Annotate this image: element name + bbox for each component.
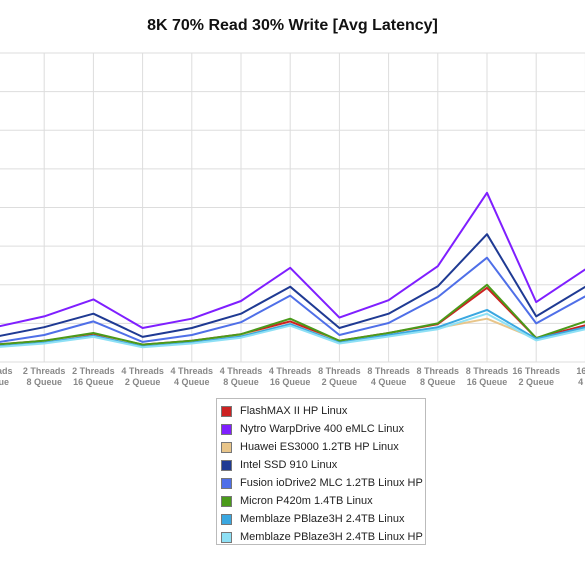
series-line-1 [0,286,585,346]
x-tick-label-threads: 16 Threads [512,366,560,376]
series-line-8 [0,312,585,349]
legend-item: Memblaze PBlaze3H 2.4TB Linux HP [221,528,425,546]
x-tick-label-queue: 16 Queue [270,377,311,387]
legend-item: Micron P420m 1.4TB Linux [221,492,425,510]
x-tick-label-queue: Queue [0,377,9,387]
legend-label: Intel SSD 910 Linux [240,459,338,471]
legend-item: Intel SSD 910 Linux [221,456,425,474]
x-tick-label-queue: 16 Queue [73,377,114,387]
x-tick-label-threads: 2 Threads [72,366,115,376]
series-line-4 [0,233,585,338]
legend-label: FlashMAX II HP Linux [240,405,348,417]
legend-label: Memblaze PBlaze3H 2.4TB Linux [240,513,405,525]
legend-item: Memblaze PBlaze3H 2.4TB Linux [221,510,425,528]
x-tick-label-queue: 4 Q [578,377,585,387]
x-tick-label-queue: 2 Queue [322,377,358,387]
x-tick-label-queue: 4 Queue [371,377,407,387]
legend-swatch [221,423,232,435]
x-tick-label-threads: 4 Threads [220,366,263,376]
x-tick-label-threads: 4 Threads [269,366,312,376]
chart-series-lines [0,191,585,349]
legend-swatch [221,513,232,525]
x-tick-label-threads: 4 Threads [121,366,164,376]
x-tick-label-threads: 2 Threads [23,366,66,376]
x-tick-label-threads: 4 Threads [171,366,214,376]
legend-label: Memblaze PBlaze3H 2.4TB Linux HP [240,531,423,543]
x-tick-label-queue: 4 Queue [174,377,210,387]
x-tick-label-threads: Threads [0,366,13,376]
legend-item: FlashMAX II HP Linux [221,402,425,420]
legend-swatch [221,459,232,471]
legend-swatch [221,531,232,543]
series-line-6 [0,283,585,346]
x-tick-label-queue: 2 Queue [518,377,554,387]
series-line-2 [0,191,585,329]
series-line-5 [0,256,585,343]
x-tick-label-queue: 8 Queue [26,377,62,387]
legend-item: Huawei ES3000 1.2TB HP Linux [221,438,425,456]
legend-swatch [221,477,232,489]
x-tick-label-threads: 16 T [576,366,585,376]
series-line-7 [0,308,585,348]
legend-swatch [221,441,232,453]
chart-legend: FlashMAX II HP Linux Nytro WarpDrive 400 … [216,398,426,545]
x-tick-label-queue: 8 Queue [420,377,456,387]
legend-swatch [221,495,232,507]
legend-item: Nytro WarpDrive 400 eMLC Linux [221,420,425,438]
x-tick-label-threads: 8 Threads [367,366,410,376]
legend-label: Huawei ES3000 1.2TB HP Linux [240,441,399,453]
chart-title: 8K 70% Read 30% Write [Avg Latency] [147,17,438,34]
x-tick-label-threads: 8 Threads [466,366,509,376]
legend-item: Fusion ioDrive2 MLC 1.2TB Linux HP [221,474,425,492]
x-tick-label-threads: 8 Threads [417,366,460,376]
legend-swatch [221,405,232,417]
x-tick-label-queue: 16 Queue [467,377,508,387]
x-tick-label-queue: 2 Queue [125,377,161,387]
x-tick-label-threads: 8 Threads [318,366,361,376]
legend-label: Nytro WarpDrive 400 eMLC Linux [240,423,405,435]
x-tick-label-queue: 8 Queue [223,377,259,387]
legend-label: Micron P420m 1.4TB Linux [240,495,373,507]
legend-label: Fusion ioDrive2 MLC 1.2TB Linux HP [240,477,423,489]
